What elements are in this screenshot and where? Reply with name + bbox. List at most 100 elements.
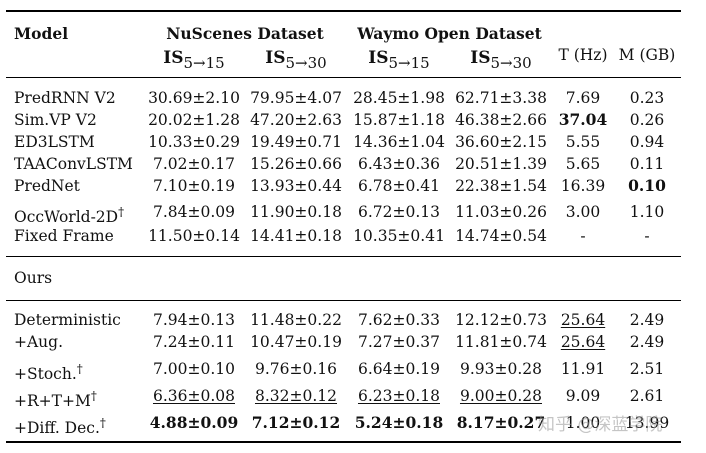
- is-base: IS: [368, 48, 389, 68]
- value-cell: 28.45±1.98: [353, 89, 445, 107]
- dagger-mark: †: [118, 205, 125, 219]
- model-name-text: PredRNN V2: [14, 89, 116, 107]
- model-name-text: PredNet: [14, 177, 80, 195]
- model-name: Sim.VP V2: [14, 111, 97, 129]
- header-m-gb: M (GB): [618, 46, 676, 64]
- value-cell: 6.78±0.41: [357, 177, 440, 195]
- value-cell: 47.20±2.63: [250, 111, 342, 129]
- model-name: ED3LSTM: [14, 133, 95, 151]
- header-waymo: Waymo Open Dataset: [357, 24, 542, 43]
- model-name-text: Sim.VP V2: [14, 111, 97, 129]
- value-cell: 5.65: [565, 155, 601, 173]
- value-cell: -: [580, 227, 586, 245]
- value-cell: 46.38±2.66: [455, 111, 547, 129]
- model-name-text: +Stoch.: [14, 365, 77, 384]
- value-cell: 7.94±0.13: [152, 311, 235, 329]
- value-cell: 0.26: [629, 111, 665, 129]
- is-sub: 5→30: [285, 54, 327, 72]
- model-name: PredNet: [14, 177, 80, 195]
- watermark: 知乎 @深蓝学院: [538, 415, 663, 435]
- model-name-text: TAAConvLSTM: [14, 155, 133, 173]
- value-cell: 14.74±0.54: [455, 227, 547, 245]
- value-cell: 9.93±0.28: [459, 360, 542, 378]
- value-cell: 10.35±0.41: [353, 227, 445, 245]
- bottom-rule: [6, 441, 681, 443]
- value-cell: 62.71±3.38: [455, 89, 547, 107]
- model-name-text: +Diff. Dec.: [14, 419, 100, 438]
- model-name: +R+T+M†: [14, 387, 97, 410]
- value-cell: 7.62±0.33: [357, 311, 440, 329]
- value-cell: 2.61: [629, 387, 665, 405]
- value-cell: 15.26±0.66: [250, 155, 342, 173]
- model-name-text: Deterministic: [14, 311, 121, 329]
- value-cell: 79.95±4.07: [250, 89, 342, 107]
- value-cell: 8.17±0.27: [456, 413, 546, 432]
- value-cell: 1.00: [565, 414, 601, 432]
- is-sub: 5→15: [388, 54, 430, 72]
- model-name: PredRNN V2: [14, 89, 116, 107]
- model-name-text: OccWorld-2D: [14, 208, 119, 227]
- model-name-text: +Aug.: [14, 333, 64, 351]
- model-name: OccWorld-2D†: [14, 203, 124, 226]
- value-cell: 22.38±1.54: [455, 177, 547, 195]
- header-is-5-15-waymo: IS5→15: [350, 49, 448, 72]
- header-is-5-15-nuscenes: IS5→15: [146, 49, 242, 72]
- value-cell: 7.27±0.37: [357, 333, 440, 351]
- value-cell: 11.90±0.18: [250, 203, 342, 221]
- value-cell: -: [644, 227, 650, 245]
- value-cell: 6.23±0.18: [357, 387, 440, 405]
- header-rule: [6, 77, 681, 78]
- value-cell: 25.64: [560, 333, 606, 351]
- mid-rule: [6, 256, 681, 257]
- value-cell: 14.41±0.18: [250, 227, 342, 245]
- value-cell: 11.03±0.26: [455, 203, 547, 221]
- model-name: +Stoch.†: [14, 360, 83, 383]
- value-cell: 7.69: [565, 89, 601, 107]
- value-cell: 7.84±0.09: [152, 203, 235, 221]
- value-cell: 19.49±0.71: [250, 133, 342, 151]
- header-t-hz: T (Hz): [558, 46, 608, 64]
- value-cell: 11.48±0.22: [250, 311, 342, 329]
- is-base: IS: [163, 48, 184, 68]
- value-cell: 0.10: [628, 176, 666, 195]
- value-cell: 6.64±0.19: [357, 360, 440, 378]
- value-cell: 6.36±0.08: [152, 387, 235, 405]
- value-cell: 11.50±0.14: [148, 227, 240, 245]
- value-cell: 2.51: [629, 360, 665, 378]
- value-cell: 6.43±0.36: [357, 155, 440, 173]
- dagger-mark: †: [90, 389, 97, 403]
- value-cell: 8.32±0.12: [254, 387, 337, 405]
- value-cell: 2.49: [629, 333, 665, 351]
- value-cell: 10.47±0.19: [250, 333, 342, 351]
- value-cell: 13.99: [624, 414, 670, 432]
- header-model: Model: [14, 24, 69, 43]
- value-cell: 30.69±2.10: [148, 89, 240, 107]
- model-name: +Aug.: [14, 333, 63, 351]
- model-name-text: ED3LSTM: [14, 133, 95, 151]
- value-cell: 9.09: [565, 387, 601, 405]
- ours-section-label: Ours: [14, 269, 53, 287]
- value-cell: 11.81±0.74: [455, 333, 547, 351]
- value-cell: 9.76±0.16: [254, 360, 337, 378]
- value-cell: 5.24±0.18: [354, 413, 444, 432]
- value-cell: 11.91: [560, 360, 606, 378]
- value-cell: 37.04: [558, 110, 608, 129]
- value-cell: 0.11: [629, 155, 665, 173]
- value-cell: 14.36±1.04: [353, 133, 445, 151]
- model-name-text: Fixed Frame: [14, 227, 114, 245]
- dagger-mark: †: [76, 362, 83, 376]
- value-cell: 36.60±2.15: [455, 133, 547, 151]
- value-cell: 9.00±0.28: [459, 387, 542, 405]
- value-cell: 15.87±1.18: [353, 111, 445, 129]
- value-cell: 0.94: [629, 133, 665, 151]
- value-cell: 0.23: [629, 89, 665, 107]
- value-cell: 2.49: [629, 311, 665, 329]
- ours-rule: [6, 300, 681, 301]
- value-cell: 12.12±0.73: [455, 311, 547, 329]
- value-cell: 7.02±0.17: [152, 155, 235, 173]
- model-name: Deterministic: [14, 311, 121, 329]
- top-rule: [6, 10, 681, 12]
- header-nuscenes: NuScenes Dataset: [166, 24, 324, 43]
- is-base: IS: [470, 48, 491, 68]
- value-cell: 20.51±1.39: [455, 155, 547, 173]
